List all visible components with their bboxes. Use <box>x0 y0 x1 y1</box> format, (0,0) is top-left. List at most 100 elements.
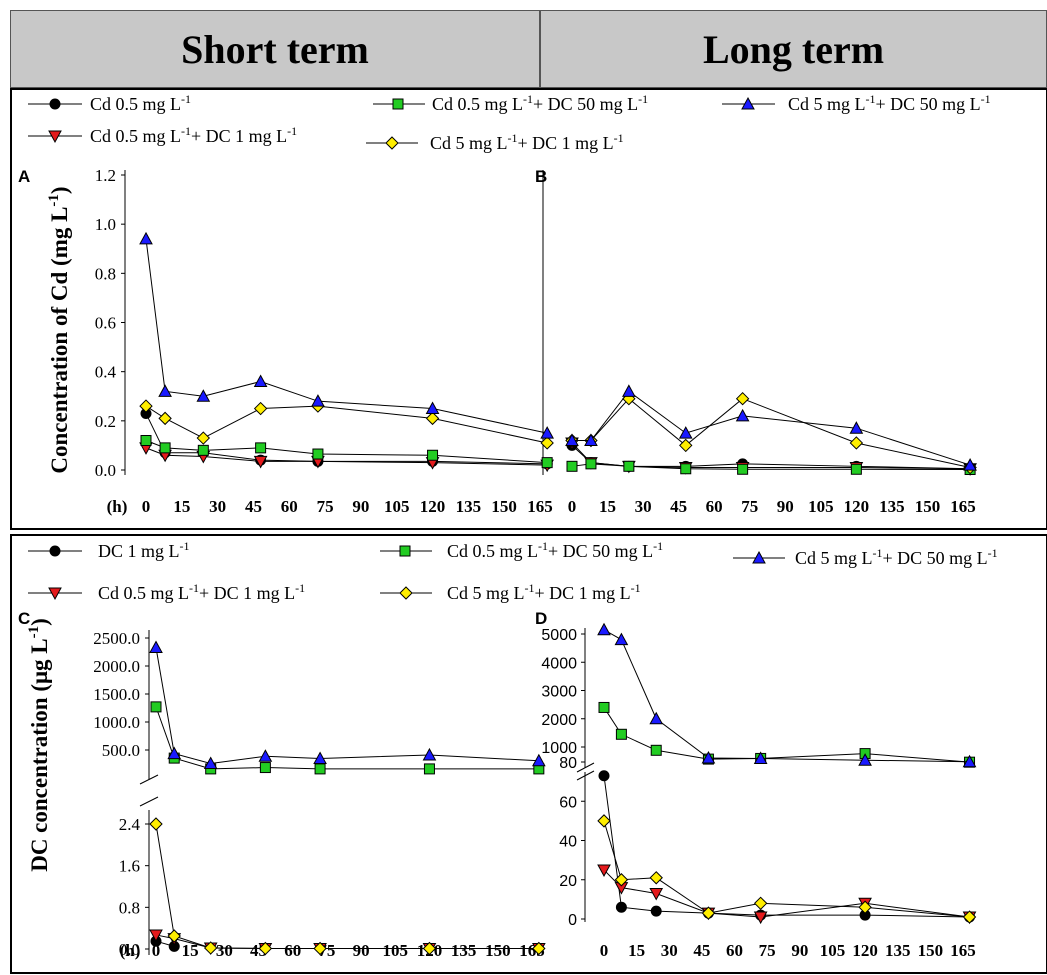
legend-top-label-1: Cd 0.5 mg L-1 <box>90 92 191 114</box>
c-point-diamond <box>422 941 437 956</box>
a-xtick-label: 30 <box>209 497 226 516</box>
d-ytick-upper-label: 2000 <box>541 712 577 729</box>
c-point-square <box>150 701 162 713</box>
c-ytick-lower-label: 2.4 <box>119 815 141 834</box>
b-xtick-label: 120 <box>844 497 870 516</box>
a-point-diamond <box>425 411 440 426</box>
a-point-diamond <box>196 431 211 445</box>
c-ytick-lower-label: 0.0 <box>119 940 140 959</box>
c-point-triangle <box>203 756 218 769</box>
a-point-diamond <box>253 401 268 416</box>
d-ytick-upper-label: 5000 <box>541 627 577 644</box>
d-point-diamond <box>649 871 663 885</box>
c-point-square <box>259 762 271 774</box>
a-ytick-label: 0.2 <box>95 412 116 431</box>
legend-bottom-label-2: Cd 0.5 mg L-1+ DC 50 mg L-1 <box>447 539 663 561</box>
d-point-diamond <box>753 896 768 911</box>
panel-letter-c: C <box>18 609 30 628</box>
a-series-line <box>145 238 548 434</box>
d-xtick-label: 15 <box>628 941 645 960</box>
legend-bottom-label-1: DC 1 mg L-1 <box>98 539 190 561</box>
d-point-triangle-down <box>649 887 664 901</box>
legend-marker-triangle-down <box>48 130 62 144</box>
d-ytick-lower-label: 40 <box>559 834 577 851</box>
d-xtick-label: 90 <box>791 941 808 960</box>
b-point-square <box>585 458 597 470</box>
c-point-triangle <box>167 746 182 760</box>
legend-marker-square <box>392 98 404 110</box>
c-xtick-label: 105 <box>383 941 409 960</box>
a-xtick-label: 75 <box>317 497 334 516</box>
a-ytick-label: 1.2 <box>95 166 116 185</box>
a-point-triangle <box>139 231 153 245</box>
d-ytick-upper-label: 4000 <box>541 655 577 672</box>
a-xtick-label: 165 <box>527 497 553 516</box>
c-xunit: (h) <box>120 941 141 960</box>
c-xtick-label: 15 <box>182 941 199 960</box>
d-point-triangle <box>962 754 977 768</box>
a-point-square <box>427 449 439 461</box>
bottom-frame <box>10 534 1047 974</box>
d-series-line <box>603 820 970 918</box>
panel-letter-d: D <box>535 609 547 628</box>
c-ytick-upper-label: 1000.0 <box>93 713 140 732</box>
a-point-triangle <box>253 374 268 387</box>
a-ytick-label: 0.4 <box>95 363 117 382</box>
c-ytick-lower-label: 0.8 <box>119 898 140 917</box>
a-point-diamond <box>139 399 153 413</box>
b-series-line <box>572 398 971 469</box>
d-series-line <box>603 775 970 918</box>
d-ytick-lower-label: 80 <box>559 755 577 772</box>
legend-marker-triangle <box>741 96 755 110</box>
legend-marker-diamond <box>385 136 399 150</box>
a-point-diamond <box>540 436 554 450</box>
b-xtick-label: 150 <box>915 497 941 516</box>
a-point-square <box>197 444 209 456</box>
d-point-triangle <box>614 632 629 646</box>
d-point-triangle <box>701 750 716 764</box>
c-point-triangle <box>531 753 546 767</box>
c-xtick-label: 135 <box>451 941 477 960</box>
legend-marker-triangle-down <box>48 587 62 601</box>
b-point-square <box>680 463 692 475</box>
d-point-square <box>650 744 662 756</box>
legend-marker-triangle <box>752 550 766 564</box>
a-point-square <box>312 448 324 460</box>
c-xtick-label: 60 <box>284 941 301 960</box>
legend-marker-circle <box>49 545 61 557</box>
a-ytick-label: 0.0 <box>95 461 116 480</box>
d-xtick-label: 75 <box>759 941 776 960</box>
b-xtick-label: 15 <box>599 497 616 516</box>
a-xtick-label: 150 <box>491 497 517 516</box>
d-xtick-label: 60 <box>726 941 743 960</box>
b-point-square <box>623 460 635 472</box>
b-xtick-label: 0 <box>568 497 577 516</box>
d-point-triangle <box>858 753 872 766</box>
d-point-triangle <box>649 711 664 725</box>
d-xtick-label: 30 <box>661 941 678 960</box>
d-point-diamond <box>597 814 611 828</box>
b-point-square <box>737 463 749 475</box>
b-xtick-label: 105 <box>808 497 834 516</box>
header-long-term: Long term <box>540 10 1047 88</box>
d-point-diamond <box>858 900 872 914</box>
a-point-triangle <box>540 426 555 439</box>
a-point-triangle <box>311 394 325 407</box>
a-xtick-label: 135 <box>456 497 482 516</box>
c-point-square <box>423 763 435 775</box>
c-xtick-label: 30 <box>216 941 233 960</box>
b-point-square <box>566 460 578 472</box>
c-xtick-label: 90 <box>353 941 370 960</box>
c-break-mark <box>139 796 159 807</box>
b-point-diamond <box>679 438 693 453</box>
b-point-triangle <box>678 426 693 439</box>
c-ytick-lower-label: 1.6 <box>119 857 140 876</box>
legend-marker-square <box>399 545 411 557</box>
a-point-triangle-down <box>253 455 268 469</box>
c-point-triangle <box>258 749 273 762</box>
header-short-term: Short term <box>10 10 540 88</box>
d-ytick-lower-label: 0 <box>568 912 577 929</box>
a-point-triangle <box>158 384 172 397</box>
d-xtick-label: 120 <box>852 941 878 960</box>
